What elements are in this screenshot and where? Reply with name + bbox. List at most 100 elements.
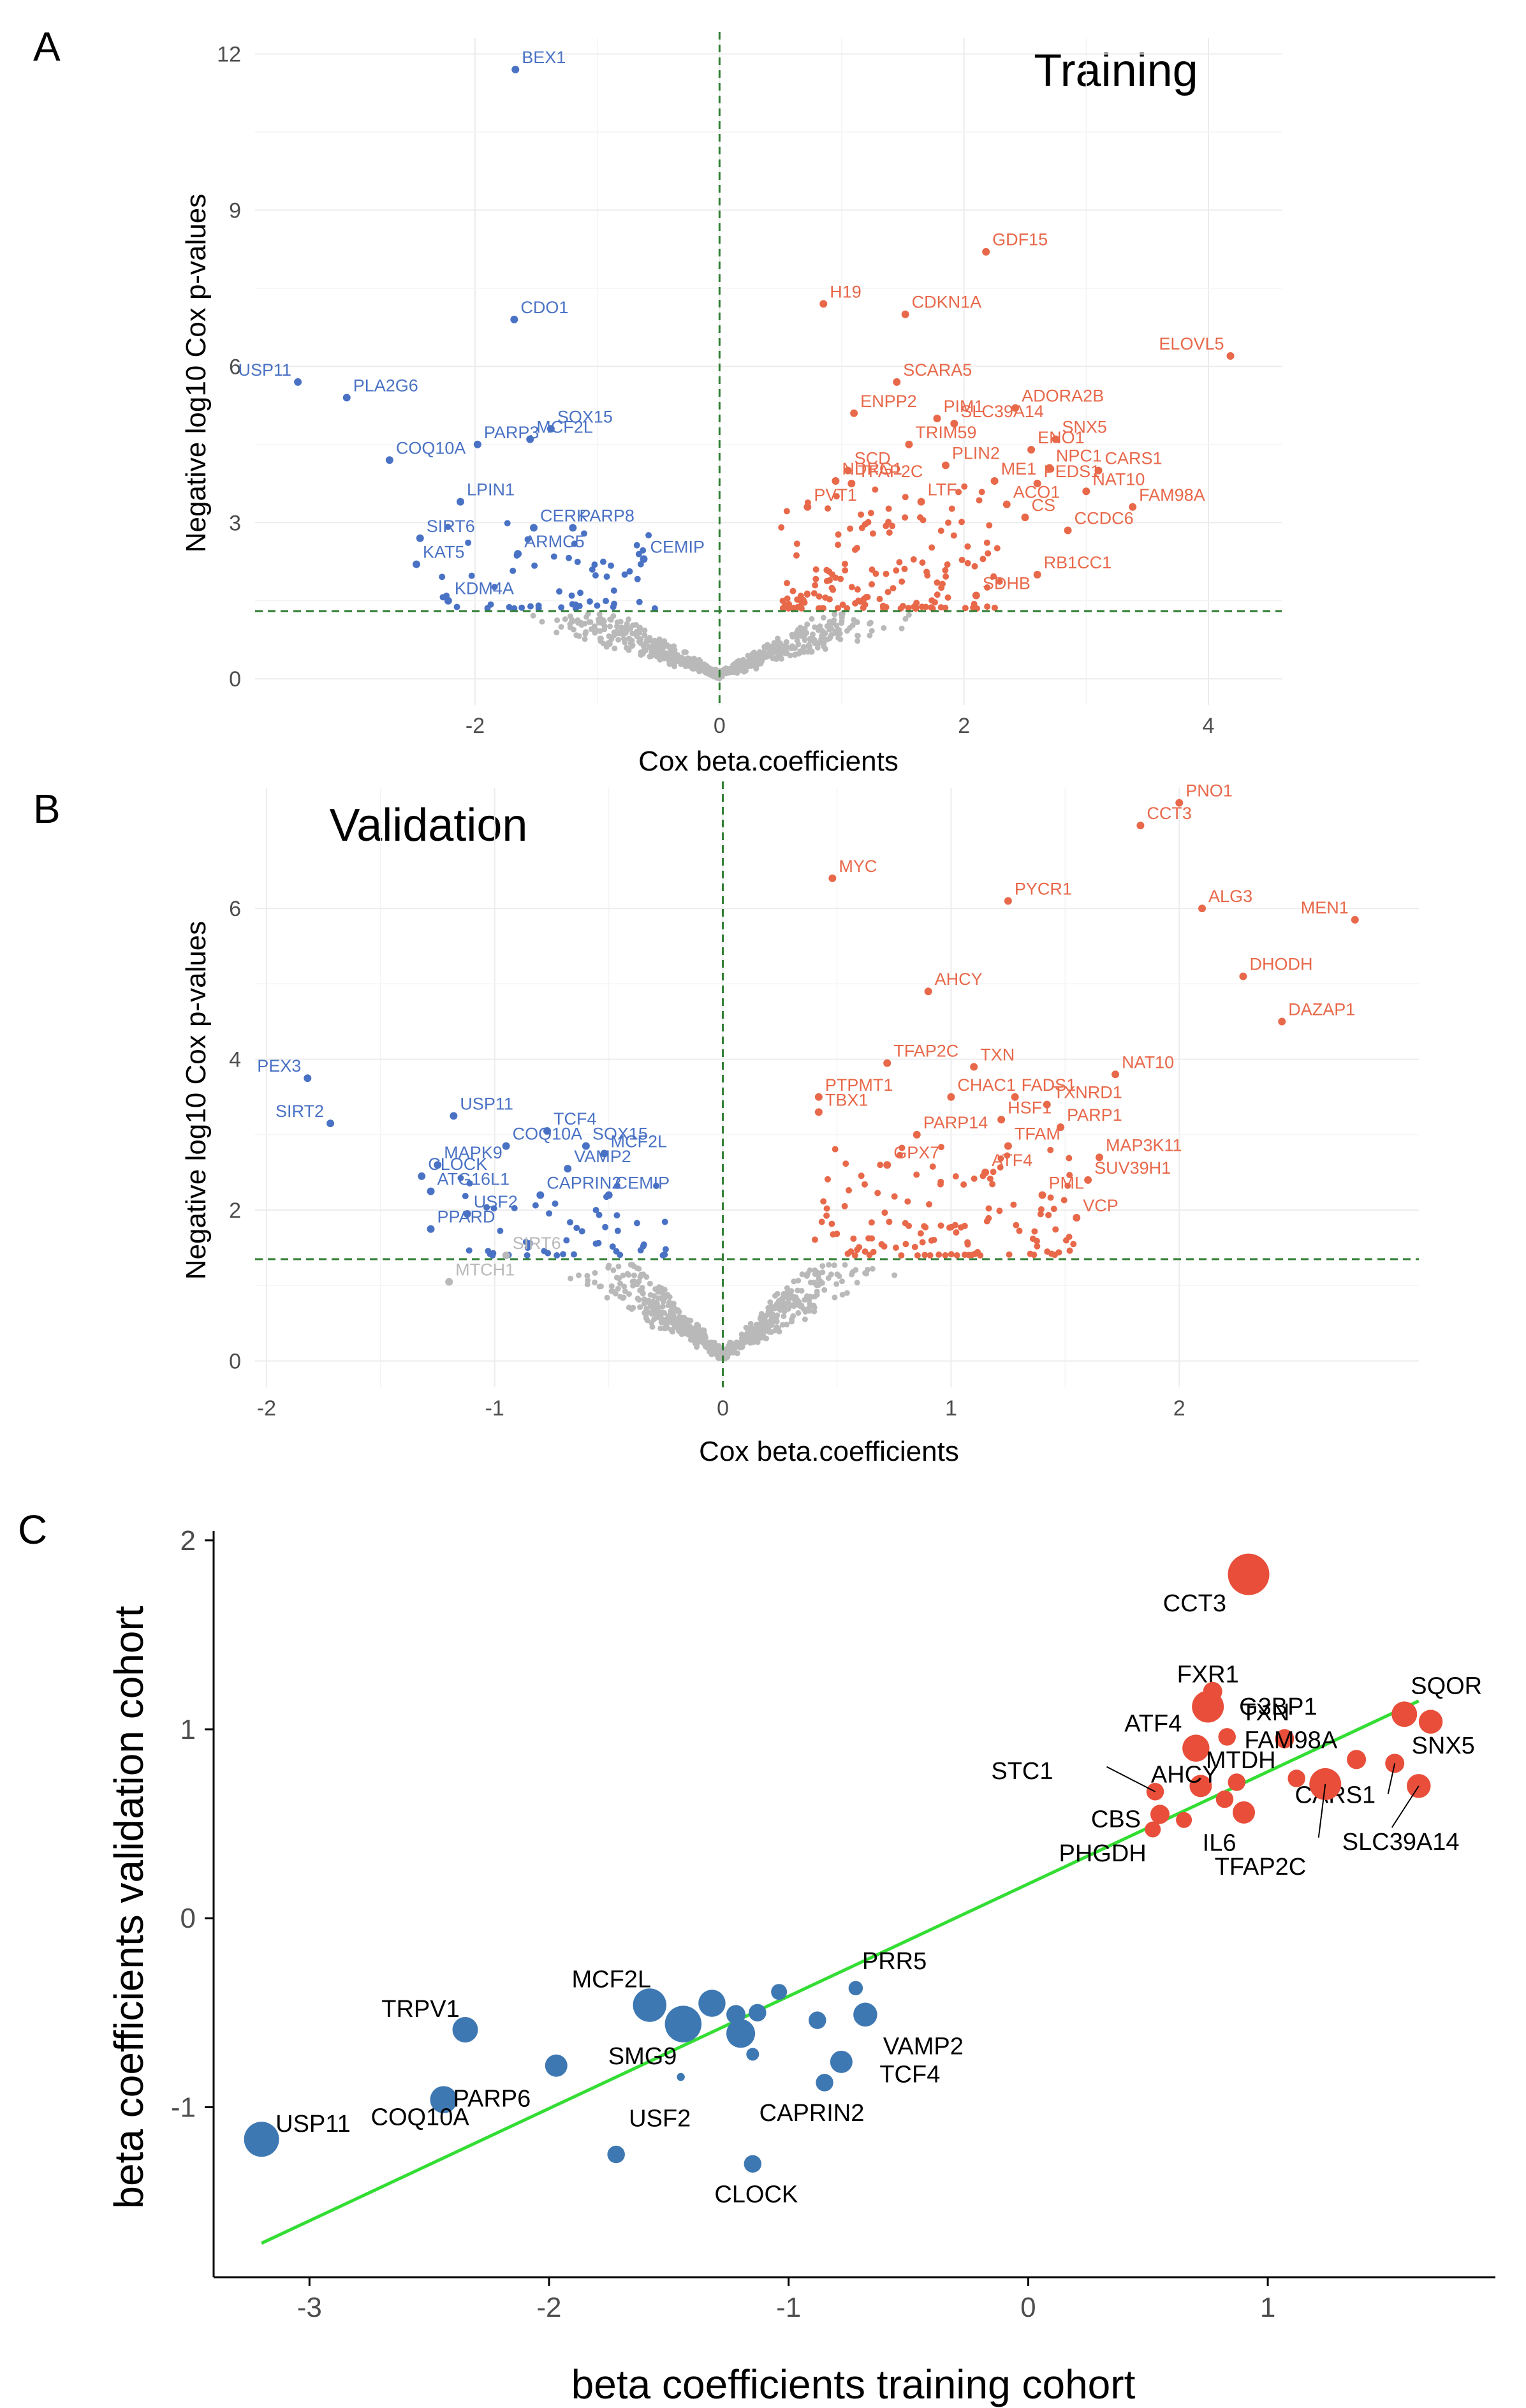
- b-point-ns: [652, 1286, 659, 1292]
- chart-a-title: Training: [1034, 45, 1198, 96]
- b-point-ns: [774, 1324, 780, 1330]
- a-point-ns: [558, 624, 564, 630]
- b-point-ns: [765, 1304, 772, 1311]
- a-point-sig: [942, 604, 949, 611]
- a-point-label-ME1: ME1: [1001, 459, 1037, 478]
- b-point-sig: [462, 1193, 469, 1200]
- a-point-sig: [944, 561, 951, 568]
- b-point-ns: [811, 1303, 817, 1309]
- b-point-sig: [1066, 1155, 1073, 1162]
- c-point-label-PRR5: PRR5: [862, 1948, 927, 1975]
- a-point-ns: [832, 611, 838, 617]
- a-point-ns: [797, 624, 803, 631]
- panel-label-b: B: [33, 786, 61, 832]
- c-point-label-TRPV1: TRPV1: [381, 1996, 459, 2023]
- a-point-sig: [812, 575, 819, 582]
- b-point-sig: [830, 1231, 837, 1238]
- a-point-ns: [809, 649, 815, 655]
- b-point-sig: [913, 1171, 920, 1178]
- b-point-ns: [839, 1278, 845, 1285]
- a-point-label-CEMIP: CEMIP: [650, 537, 705, 556]
- b-ytick-label: 6: [229, 897, 241, 921]
- a-point-sig: [574, 558, 581, 565]
- a-point-ns: [594, 628, 600, 634]
- a-point-ELOVL5: [1226, 352, 1235, 360]
- a-point-sig: [994, 545, 1001, 552]
- a-point-SIRT6: [416, 534, 424, 542]
- a-point-ns: [839, 620, 845, 626]
- c-point-label-SNX5: SNX5: [1412, 1732, 1475, 1759]
- b-point-ns: [647, 1280, 653, 1287]
- b-point-ns: [576, 1272, 582, 1278]
- b-point-sig: [490, 1205, 497, 1212]
- b-point-ns: [641, 1301, 647, 1307]
- a-point-sig: [991, 604, 998, 611]
- b-point-TBX1: [814, 1108, 823, 1116]
- a-point-sig: [834, 605, 841, 612]
- a-point-sig: [524, 536, 531, 543]
- a-point-sig: [939, 580, 946, 587]
- b-point-ns: [767, 1329, 773, 1335]
- a-point-ns: [792, 652, 798, 658]
- b-point-label-MYC: MYC: [839, 857, 877, 876]
- a-point-sig: [851, 546, 858, 553]
- b-point-label-MAPK9: MAPK9: [444, 1143, 503, 1162]
- a-point-PLIN2: [941, 461, 950, 469]
- a-point-ns: [622, 628, 628, 635]
- a-point-ns: [812, 624, 818, 630]
- b-point-label-PML: PML: [1049, 1173, 1085, 1192]
- b-point-label-PARP14: PARP14: [923, 1113, 988, 1132]
- b-point-ns: [842, 1262, 848, 1268]
- b-point-sig: [1034, 1243, 1041, 1250]
- b-point-SIRT2: [326, 1119, 335, 1128]
- b-point-label-SIRT6: SIRT6: [513, 1234, 561, 1253]
- b-point-PEX3: [304, 1074, 312, 1082]
- chart-b-title: Validation: [330, 800, 528, 851]
- b-point-ATF4: [981, 1169, 990, 1177]
- b-point-sig: [892, 1244, 899, 1251]
- b-point-label-DAZAP1: DAZAP1: [1288, 1000, 1355, 1019]
- b-point-ns: [780, 1303, 786, 1309]
- b-point-ns: [650, 1304, 656, 1310]
- chart-b: Validation Cox beta.coefficients Negativ…: [180, 781, 1419, 1467]
- a-point-ns: [703, 670, 709, 676]
- a-point-label-BEX1: BEX1: [522, 48, 566, 67]
- c-point-CAPRIN2: [816, 2074, 833, 2092]
- a-point-label-PARP8: PARP8: [579, 506, 635, 525]
- b-point-ns: [791, 1303, 797, 1310]
- c-point-label-STC1: STC1: [991, 1758, 1053, 1785]
- a-point-sig: [842, 561, 849, 568]
- a-point-ns: [662, 652, 668, 658]
- a-point-sig: [869, 580, 876, 587]
- b-point-sig: [904, 1198, 911, 1205]
- a-point-ns: [902, 616, 909, 622]
- a-point-label-CDKN1A: CDKN1A: [912, 293, 982, 312]
- a-point-ns: [804, 621, 811, 628]
- b-point-ns: [642, 1310, 648, 1316]
- b-point-ns: [626, 1272, 632, 1278]
- chart-c-ylabel: beta coefficients validation cohort: [106, 1606, 152, 2208]
- b-point-sig: [545, 1250, 552, 1257]
- b-point-ns: [795, 1310, 802, 1316]
- b-point-ns: [869, 1266, 876, 1272]
- b-point-ns: [626, 1291, 632, 1297]
- c-point-label-TXN: TXN: [1241, 1699, 1289, 1726]
- b-point-ns: [651, 1316, 657, 1322]
- a-point-sig: [984, 584, 991, 591]
- b-ytick-label: 4: [229, 1048, 241, 1072]
- b-point-label-DHODH: DHODH: [1249, 955, 1312, 974]
- b-point-ns: [605, 1264, 612, 1271]
- b-point-ns: [772, 1292, 779, 1299]
- a-point-sig: [577, 589, 584, 596]
- a-point-sig: [901, 565, 908, 572]
- b-point-CHAC1: [947, 1093, 955, 1101]
- chart-b-ylabel: Negative log10 Cox p-values: [180, 921, 212, 1280]
- b-point-ns: [834, 1271, 840, 1278]
- a-point-label-FAM98A: FAM98A: [1139, 485, 1205, 505]
- a-point-ns: [587, 619, 594, 625]
- b-point-PTPMT1: [814, 1093, 823, 1101]
- a-point-label-SCARA5: SCARA5: [903, 360, 972, 380]
- a-point-sig: [800, 596, 807, 603]
- b-point-label-PPARD: PPARD: [437, 1208, 495, 1227]
- a-point-ns: [613, 623, 620, 630]
